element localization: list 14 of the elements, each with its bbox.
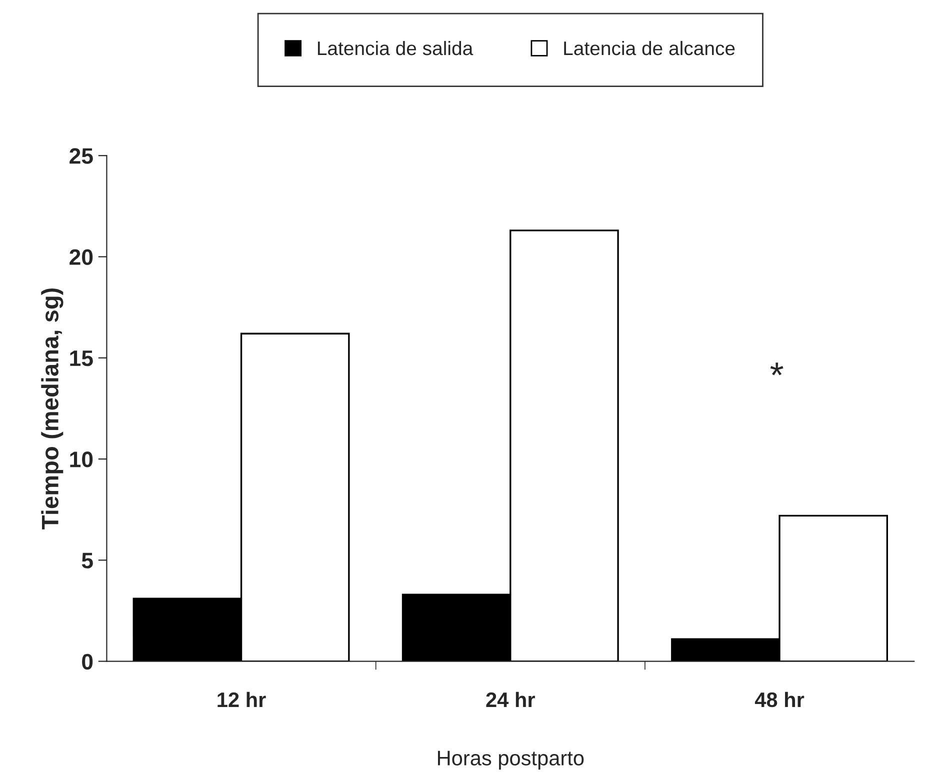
y-tick-label: 5 [82, 552, 93, 568]
annotation: * [770, 362, 784, 376]
y-tick-label: 10 [70, 452, 93, 468]
y-tick-label: 20 [70, 249, 93, 266]
x-axis-title: Horas postparto [438, 750, 584, 770]
y-axis-title: Tiempo (mediana, sg) [41, 288, 64, 530]
legend-label: Latencia de alcance [564, 40, 735, 56]
legend-label: Latencia de salida [318, 40, 474, 56]
y-tick-label: 0 [82, 654, 93, 670]
y-tick-label: 15 [70, 350, 93, 366]
x-tick-label: 48 hr [754, 692, 804, 708]
x-tick-label: 24 hr [486, 692, 535, 707]
x-tick-label: 12 hr [218, 692, 266, 707]
y-tick-label: 25 [70, 148, 93, 164]
